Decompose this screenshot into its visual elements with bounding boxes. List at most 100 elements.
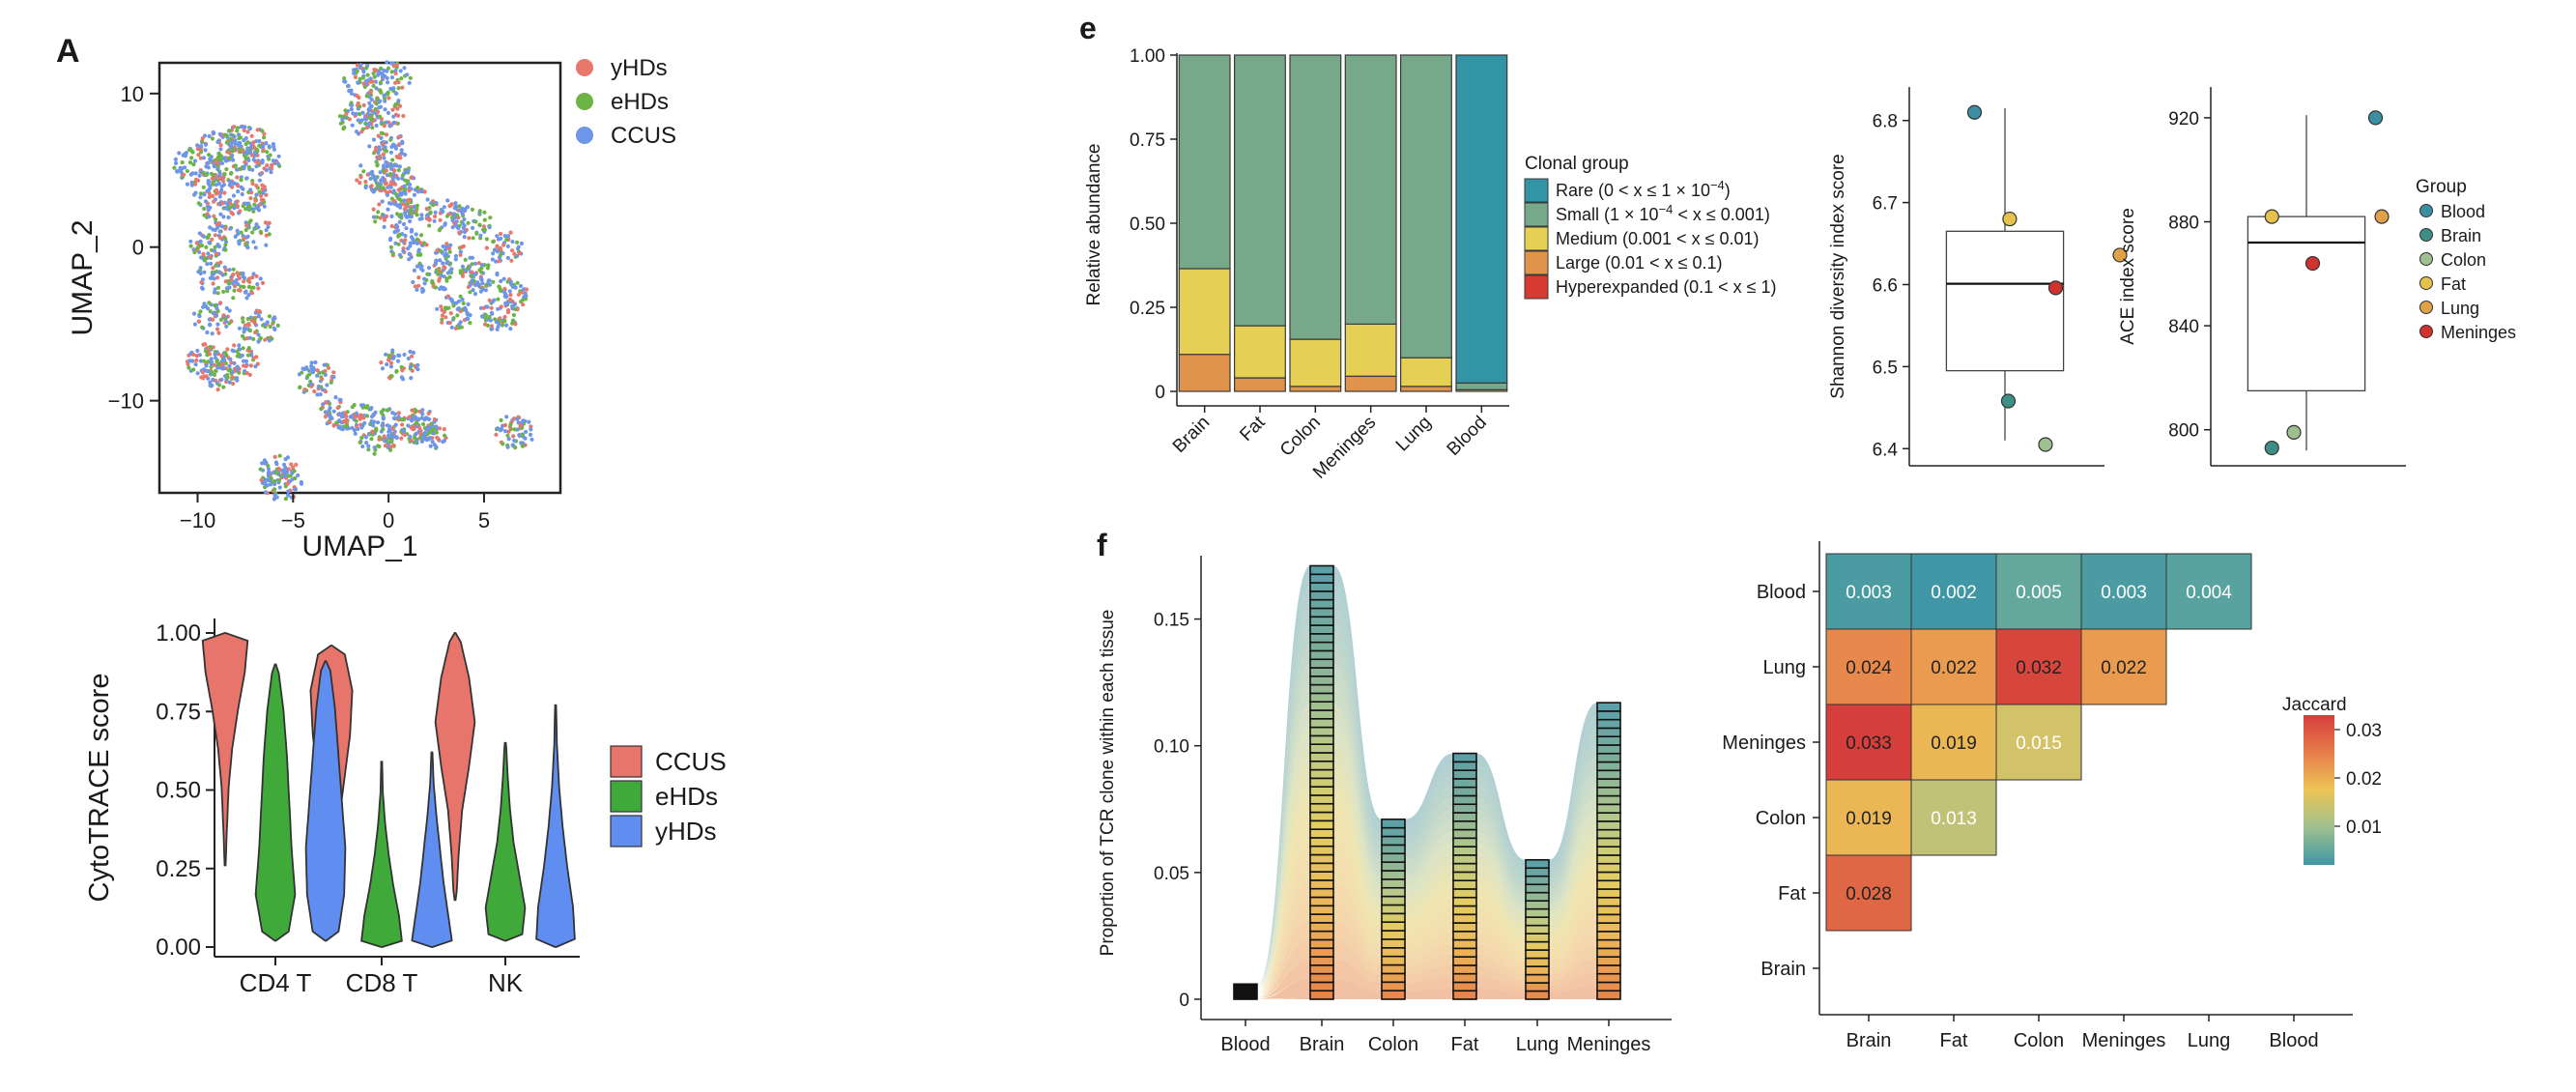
umap-point [369, 117, 374, 122]
umap-point [179, 169, 184, 174]
umap-point [206, 251, 211, 256]
alluvial-stratum [1596, 905, 1621, 916]
alluvial-stratum [1525, 858, 1550, 870]
umap-point [373, 219, 378, 224]
umap-point [186, 365, 191, 370]
umap-point [432, 218, 437, 223]
alluvial-stratum [1381, 955, 1406, 966]
umap-point [424, 206, 429, 212]
umap-point [243, 125, 247, 129]
alluvial-flow [1549, 932, 1597, 974]
umap-point [228, 137, 233, 142]
umap-point [215, 322, 220, 327]
umap-point [431, 426, 436, 431]
umap-point [412, 435, 417, 440]
umap-point [395, 359, 401, 363]
alluvial-stratum [1452, 964, 1477, 975]
umap-point [201, 234, 206, 239]
umap-point [324, 400, 329, 405]
umap-point [519, 241, 525, 246]
umap-point [275, 323, 280, 328]
umap-point [272, 454, 277, 459]
umap-point [422, 281, 427, 286]
umap-point [223, 243, 228, 247]
violin-yHDs [304, 660, 347, 942]
umap-point [508, 327, 513, 331]
umap-point [374, 123, 379, 129]
alluvial-stratum [1452, 837, 1477, 848]
umap-point [247, 372, 252, 377]
umap-point [296, 473, 301, 477]
umap-point [264, 192, 269, 197]
jaccard-cell [2080, 628, 2167, 705]
umap-point [221, 175, 226, 180]
umap-point [480, 281, 485, 286]
umap-point [239, 230, 243, 235]
umap-point [389, 163, 394, 168]
umap-point [243, 363, 248, 369]
jaccard-x-tick-label: Fat [1940, 1030, 1968, 1051]
umap-point [453, 257, 458, 262]
umap-point [202, 270, 207, 274]
alluvial-flow [1333, 704, 1382, 885]
umap-y-axis-label: UMAP_2 [67, 219, 99, 335]
umap-point [481, 305, 486, 310]
umap-point [470, 262, 474, 267]
group-legend-label: Brain [2441, 226, 2481, 245]
alluvial-flow [1257, 742, 1310, 991]
umap-point [268, 482, 272, 487]
stacked-x-tick-label: Lung [1392, 413, 1436, 456]
alluvial-stratum [1309, 675, 1334, 686]
umap-point [208, 345, 213, 350]
umap-point [392, 168, 397, 173]
umap-point [232, 343, 237, 348]
umap-point [391, 114, 396, 119]
jaccard-cell-value: 0.022 [1931, 658, 1977, 678]
umap-point [416, 247, 421, 252]
umap-point [386, 110, 390, 115]
umap-point [242, 236, 246, 241]
alluvial-stratum [1381, 878, 1406, 889]
umap-point [382, 163, 386, 168]
jaccard-cell-value: 0.032 [2016, 658, 2062, 678]
umap-point [245, 316, 250, 322]
umap-point [257, 178, 262, 183]
umap-point [364, 441, 369, 445]
umap-point [210, 237, 215, 242]
alluvial-stratum [1452, 931, 1477, 941]
alluvial-flow [1257, 939, 1310, 998]
umap-point [211, 266, 215, 271]
umap-point [215, 308, 220, 314]
alluvial-stratum [1381, 963, 1406, 975]
umap-point [419, 439, 424, 444]
umap-point [512, 427, 517, 432]
umap-point [505, 255, 511, 261]
alluvial-stratum [1309, 837, 1334, 848]
umap-point [395, 113, 401, 118]
umap-point [506, 307, 511, 313]
umap-point [495, 244, 500, 248]
umap-point [224, 305, 229, 311]
umap-point [502, 286, 507, 291]
umap-point [391, 121, 396, 126]
alluvial-flow [1549, 986, 1597, 1000]
umap-point [264, 233, 269, 238]
umap-point [212, 310, 216, 315]
umap-point [520, 432, 526, 437]
alluvial-stratum [1525, 973, 1550, 984]
alluvial-stratum [1309, 717, 1334, 729]
umap-point [516, 292, 522, 297]
umap-point [217, 131, 222, 136]
umap-point [373, 428, 378, 433]
umap-point [432, 417, 437, 422]
umap-point [261, 143, 266, 148]
umap-point [415, 417, 420, 422]
umap-point [219, 187, 224, 192]
umap-point [380, 423, 385, 428]
violin-yHDs [411, 751, 453, 948]
umap-point [210, 370, 215, 375]
alluvial-stratum [1525, 891, 1550, 902]
umap-point [384, 159, 388, 164]
umap-point [355, 93, 359, 99]
umap-point [371, 110, 376, 115]
